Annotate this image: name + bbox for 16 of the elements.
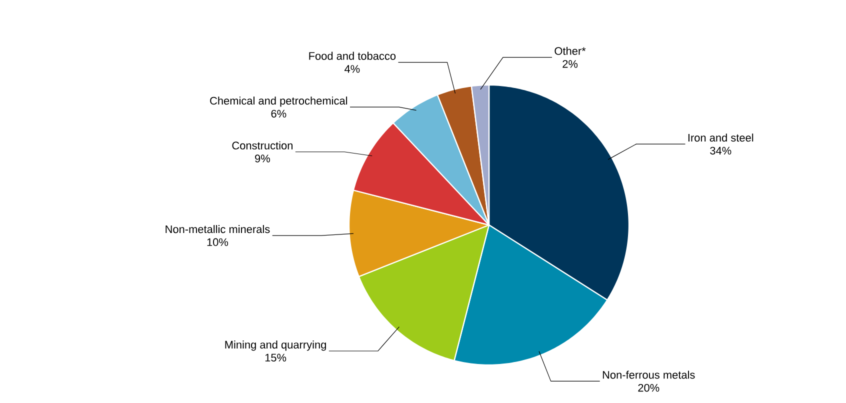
slice-label: Non-ferrous metals <box>602 370 695 379</box>
data-label: 2% <box>562 60 578 68</box>
data-label: 10% <box>207 238 228 246</box>
slice-label: Other* <box>554 46 586 55</box>
data-label: 4% <box>344 65 360 73</box>
slice-label: Construction <box>232 141 292 150</box>
data-label: 34% <box>710 146 732 155</box>
data-label: 20% <box>638 384 660 392</box>
slice-label: Mining and quarrying <box>225 340 326 351</box>
data-label: 15% <box>265 354 286 362</box>
slice-label: Food and tobacco <box>309 52 396 60</box>
data-label: 9% <box>255 154 270 162</box>
slice-label: Chemical and petrochemical <box>210 96 348 107</box>
data-label: 6% <box>271 110 286 118</box>
slice-label: Non-metallic minerals <box>166 225 270 234</box>
slice-label: Iron and steel <box>688 134 754 142</box>
